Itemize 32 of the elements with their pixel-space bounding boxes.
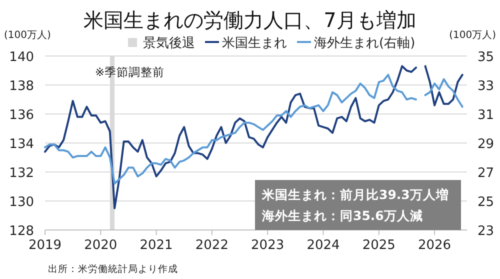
legend-label: 海外生まれ(右軸) [314,36,416,51]
y-tick-label: 136 [9,108,34,123]
x-tick-label: 2020 [84,238,118,253]
text: 出所：米労働統計局より作成 [48,263,178,275]
chart-title: 米国生まれの労働力人口、7月も増加 [84,8,416,32]
y2-tick-label: 35 [477,50,494,65]
x-tick-label: 2025 [362,238,396,253]
y2-tick-label: 31 [477,108,494,123]
legend-label: 景気後退 [143,36,195,51]
y2-tick-label: 33 [477,79,494,94]
x-tick-label: 2022 [195,238,228,253]
y2-axis-title: (100万人) [449,30,496,41]
x-tick-label: 2026 [418,238,452,253]
annotation: ※季節調整前 [95,65,165,79]
x-tick-label: 2019 [28,238,62,253]
y-axis-title: (100万人) [4,30,51,41]
y-tick-label: 130 [9,195,34,210]
y2-tick-label: 27 [477,166,494,181]
annotation: 米国生まれ：前月比39.3万人増 [261,187,449,202]
y-tick-label: 128 [9,224,34,239]
y-tick-label: 132 [9,166,34,181]
y-tick-label: 138 [9,79,34,94]
y-tick-label: 140 [9,50,34,65]
x-tick-label: 2023 [251,238,284,253]
x-tick-label: 2021 [140,238,173,253]
y2-tick-label: 23 [477,224,494,239]
y2-tick-label: 29 [477,137,494,152]
annotation: 海外生まれ：同35.6万人減 [261,208,423,223]
y2-tick-label: 25 [477,195,494,210]
y-tick-label: 134 [9,137,34,152]
legend-label: 米国生まれ [222,36,287,51]
x-tick-label: 2024 [306,238,340,253]
